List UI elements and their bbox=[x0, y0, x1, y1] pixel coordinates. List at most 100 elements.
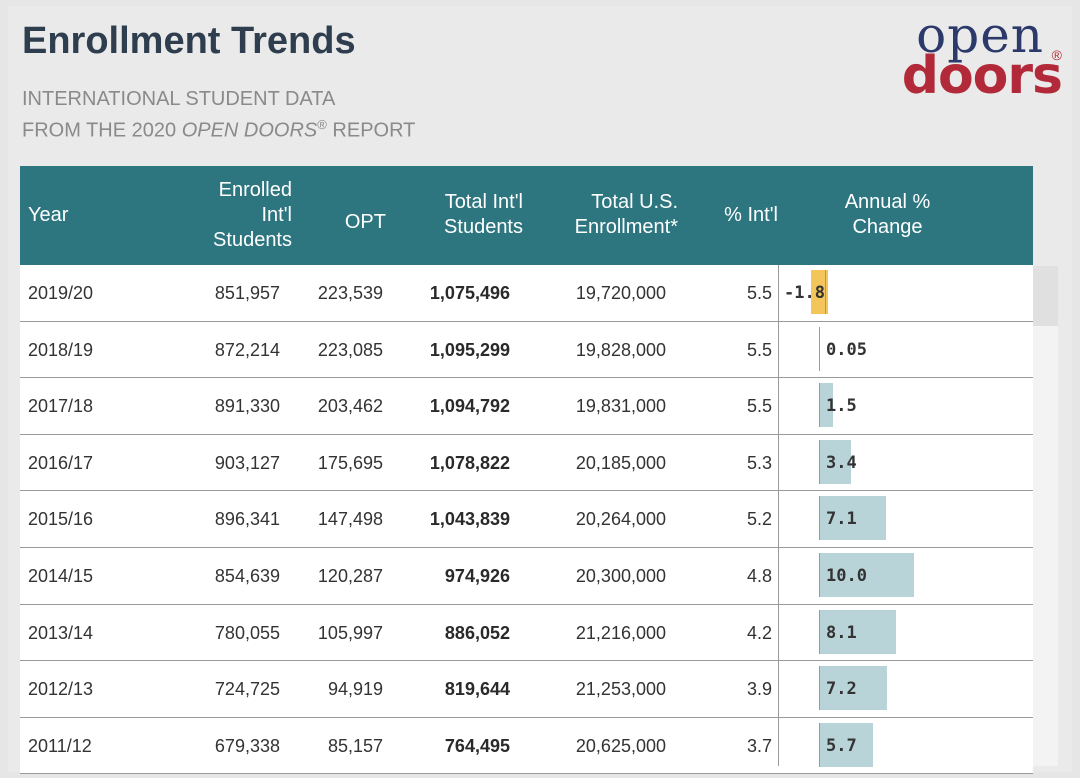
table-row[interactable]: 2014/15 854,639 120,287 974,926 20,300,000 4.… bbox=[20, 548, 1033, 605]
table-row[interactable]: 2015/16 896,341 147,498 1,043,839 20,264,000… bbox=[20, 491, 1033, 548]
cell-us: 21,253,000 bbox=[575, 679, 666, 700]
cell-enrolled: 854,639 bbox=[214, 566, 280, 586]
cell-year: 2014/15 bbox=[28, 566, 94, 586]
column-header-line: Change bbox=[852, 216, 923, 238]
open-doors-logo[interactable]: open ® doors bbox=[892, 6, 1063, 102]
enrollment-table: Year Enrolled Int'l Students OPT Total Int'l S… bbox=[20, 166, 1033, 775]
change-bar bbox=[819, 722, 874, 767]
cell-us: 19,828,000 bbox=[575, 339, 666, 360]
cell-year: 2012/13 bbox=[28, 679, 94, 700]
logo-open-text: open bbox=[916, 6, 1044, 64]
scrollbar-track[interactable] bbox=[1033, 266, 1058, 766]
cell-year: 2018/19 bbox=[28, 339, 94, 360]
cell-year: 2016/17 bbox=[28, 452, 94, 473]
table-row[interactable]: 2016/17 903,127 175,695 1,078,822 20,185,000… bbox=[20, 434, 1033, 492]
cell-us: 20,300,000 bbox=[575, 566, 666, 586]
page-title: Enrollment Trends bbox=[22, 20, 356, 62]
cell-pct: 4.2 bbox=[746, 622, 772, 643]
cell-pct: 3.7 bbox=[746, 735, 772, 756]
change-value-label: 8.1 bbox=[826, 622, 857, 643]
column-header-line: Year bbox=[28, 204, 69, 226]
cell-us: 20,185,000 bbox=[575, 452, 666, 473]
cell-enrolled: 679,338 bbox=[214, 735, 280, 756]
cell-year: 2013/14 bbox=[28, 622, 94, 643]
logo-registered-mark: ® bbox=[1051, 47, 1062, 63]
cell-enrolled: 872,214 bbox=[214, 339, 280, 360]
subtitle-suffix: REPORT bbox=[326, 119, 416, 142]
cell-pct: 4.8 bbox=[746, 566, 772, 586]
column-header-line: OPT bbox=[344, 211, 386, 233]
change-bar bbox=[811, 270, 829, 314]
cell-total: 1,075,496 bbox=[429, 283, 510, 303]
cell-pct: 5.3 bbox=[746, 452, 772, 473]
change-value-label: 1.5 bbox=[826, 396, 857, 417]
column-header-5[interactable]: % Int'l bbox=[700, 203, 778, 228]
cell-year: 2011/12 bbox=[28, 735, 92, 756]
registered-mark: ® bbox=[317, 117, 327, 132]
change-value-label: -1.8 bbox=[784, 283, 825, 303]
table-row[interactable]: 2018/19 872,214 223,085 1,095,299 19,828,000… bbox=[20, 321, 1033, 379]
column-header-2[interactable]: OPT bbox=[320, 210, 386, 235]
subtitle-line-1: INTERNATIONAL STUDENT DATA bbox=[22, 88, 336, 110]
cell-enrolled: 851,957 bbox=[214, 283, 280, 303]
cell-opt: 203,462 bbox=[317, 396, 383, 417]
cell-pct: 5.5 bbox=[746, 283, 772, 303]
cell-pct: 5.5 bbox=[746, 339, 772, 360]
table-row[interactable]: 2017/18 891,330 203,462 1,094,792 19,831,000… bbox=[20, 378, 1033, 435]
table-row[interactable]: 2011/12 679,338 85,157 764,495 20,625,000 3.7… bbox=[20, 717, 1033, 775]
subtitle-line-2: FROM THE 2020 OPEN DOORS® REPORT bbox=[22, 117, 415, 143]
cell-pct: 5.2 bbox=[746, 509, 772, 530]
column-header-line: Enrollment* bbox=[574, 216, 678, 238]
zero-axis-line bbox=[819, 439, 820, 484]
cell-us: 20,625,000 bbox=[575, 735, 666, 756]
page: Enrollment Trends INTERNATIONAL STUDENT … bbox=[8, 6, 1072, 775]
column-header-line: Total Int'l bbox=[444, 191, 523, 213]
scrollbar-thumb[interactable] bbox=[1033, 266, 1058, 326]
cell-total: 1,094,792 bbox=[429, 396, 510, 417]
change-bar bbox=[819, 383, 834, 428]
cell-enrolled: 780,055 bbox=[214, 622, 280, 643]
cell-pct: 3.9 bbox=[746, 679, 772, 700]
table-header: Year Enrolled Int'l Students OPT Total Int'l S… bbox=[20, 166, 1033, 265]
table-row[interactable]: 2013/14 780,055 105,997 886,052 21,216,000 4.… bbox=[20, 604, 1033, 662]
cell-enrolled: 891,330 bbox=[214, 396, 280, 417]
zero-axis-line bbox=[819, 496, 820, 541]
table-row[interactable]: 2012/13 724,725 94,919 819,644 21,253,000 3.9… bbox=[20, 661, 1033, 718]
zero-axis-line bbox=[825, 270, 826, 314]
change-value-label: 7.2 bbox=[826, 679, 857, 700]
column-header-4[interactable]: Total U.S. Enrollment* bbox=[550, 190, 678, 240]
cell-total: 819,644 bbox=[444, 679, 510, 700]
zero-axis-line bbox=[819, 326, 820, 371]
cell-us: 19,831,000 bbox=[575, 396, 666, 417]
cell-us: 21,216,000 bbox=[575, 622, 666, 643]
cell-pct: 5.5 bbox=[746, 396, 772, 417]
change-value-label: 5.7 bbox=[826, 735, 857, 756]
cell-opt: 120,287 bbox=[317, 566, 383, 586]
cell-year: 2017/18 bbox=[28, 396, 94, 417]
cell-total: 886,052 bbox=[444, 622, 510, 643]
zero-axis-line bbox=[819, 666, 820, 711]
cell-enrolled: 896,341 bbox=[214, 509, 280, 530]
column-header-3[interactable]: Total Int'l Students bbox=[420, 190, 523, 240]
column-header-0[interactable]: Year bbox=[28, 203, 108, 228]
change-value-label: 0.05 bbox=[826, 339, 867, 360]
change-value-label: 10.0 bbox=[826, 566, 867, 586]
cell-opt: 105,997 bbox=[317, 622, 383, 643]
change-bar bbox=[819, 496, 887, 541]
column-header-line: Students bbox=[444, 216, 523, 238]
cell-opt: 94,919 bbox=[327, 679, 383, 700]
subtitle-report-name: OPEN DOORS bbox=[181, 119, 318, 142]
cell-enrolled: 724,725 bbox=[214, 679, 280, 700]
change-bar bbox=[819, 439, 852, 484]
zero-axis-line bbox=[819, 609, 820, 654]
column-header-1[interactable]: Enrolled Int'l Students bbox=[170, 178, 292, 253]
cell-total: 1,078,822 bbox=[429, 452, 510, 473]
zero-axis-line bbox=[819, 553, 820, 597]
change-bar bbox=[819, 666, 888, 711]
cell-enrolled: 903,127 bbox=[214, 452, 280, 473]
column-header-6[interactable]: Annual % Change bbox=[810, 190, 965, 240]
table-row[interactable]: 2019/20 851,957 223,539 1,075,496 19,720,000… bbox=[20, 265, 1033, 322]
column-header-line: % Int'l bbox=[724, 204, 778, 226]
cell-opt: 175,695 bbox=[317, 452, 383, 473]
subtitle-prefix: FROM THE 2020 bbox=[22, 119, 182, 142]
